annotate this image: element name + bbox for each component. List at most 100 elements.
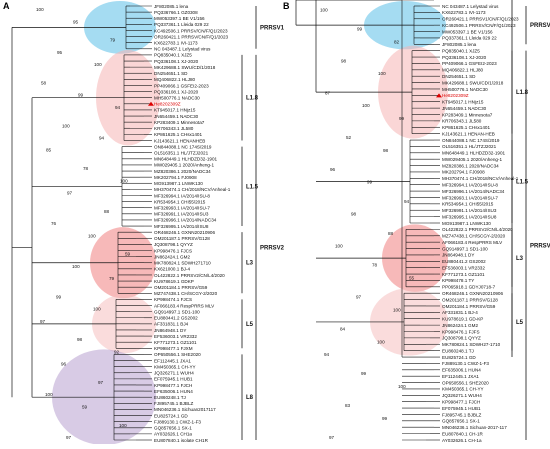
taxon-label: GQ857656.1 SX-1 — [154, 426, 192, 431]
taxon-label: PQ835040.1 XJZ5 — [442, 48, 480, 53]
bootstrap-value: 97 — [329, 435, 335, 440]
bootstrap-value: 100 — [362, 103, 370, 108]
taxon-label: OL422822.1 PRRSV2/CN/L4/2020 — [154, 273, 225, 278]
taxon-label: OR468246.1 GXNN20210906 — [154, 230, 215, 235]
taxon-label: AF066183.4 RespPRRS MLV — [154, 303, 215, 308]
clade-shade-l1-8 — [378, 45, 448, 139]
taxon-label: KP861625.1 CHsx1401 — [442, 125, 490, 130]
taxon-label: EF635006.1 HUN4 — [154, 389, 193, 394]
bootstrap-value: 95 — [73, 19, 79, 24]
taxon-label: KC492506.1 PRRSV/CN/F/Q1/2023 — [442, 23, 516, 28]
bootstrap-value: 100 — [36, 7, 44, 12]
taxon-label: MZ820386.1 2020/NADC34 — [154, 169, 211, 174]
bootstrap-value: 99 — [382, 416, 388, 421]
taxon-label: MF326993.1 IA/2014/ISU-7 — [154, 206, 210, 211]
taxon-label: MW053397.1 BE V1/156 — [442, 29, 493, 34]
taxon-label: PP409066.1 GSFEI2-2023 — [442, 61, 497, 66]
taxon-label: EU880441.2 GS2002 — [154, 316, 198, 321]
bootstrap-value: 79 — [110, 38, 116, 43]
taxon-label: EU860248.1 TJ — [442, 348, 474, 353]
taxon-label: OM201184.1 PRRSV/G59 — [442, 304, 496, 309]
clade-label: PRRSV2 — [260, 245, 285, 251]
clade-label: L1.8 — [246, 96, 259, 102]
bootstrap-value: 100 — [378, 71, 386, 76]
taxon-label: MK202794.1 FJ0908 — [154, 175, 197, 180]
taxon-label: EU807840.1 CH-1R — [442, 431, 484, 436]
bootstrap-value: 99 — [357, 27, 363, 32]
bootstrap-value: 99 — [361, 371, 367, 376]
bootstrap-value: 99 — [399, 116, 405, 121]
clade-label: L1.5 — [246, 184, 259, 190]
bootstrap-value: 96 — [330, 167, 336, 172]
taxon-label: MN648449.1 HLHDZD32-1901 — [154, 157, 218, 162]
taxon-label: MK429688.1 SWU/CD/1/2018 — [154, 65, 216, 70]
taxon-label: KP998476.1 FJCS — [154, 248, 192, 253]
clade-label: L1.8 — [516, 90, 529, 96]
taxon-label: ON844088.1 NC 174S/2019 — [442, 138, 500, 143]
taxon-label: MF326994.1 IA/2014/ISU-8 — [442, 183, 498, 188]
taxon-label: JN654459.1 NADC30 — [442, 106, 487, 111]
taxon-label: KU978619.1 GD-KP — [442, 317, 483, 322]
taxon-label: MW029405.1 2020/Anheng-1 — [442, 157, 502, 162]
taxon-label: FJ889130.1 CWZ-1-F3 — [442, 361, 489, 366]
clade-label: L3 — [516, 256, 524, 262]
taxon-label: NC 043487.1 Lelystad virus — [442, 4, 499, 9]
taxon-label: FJ889130.1 CWZ-1-F3 — [154, 419, 201, 424]
taxon-label: EF635006.1 HUN4 — [442, 368, 481, 373]
bootstrap-value: 94 — [324, 352, 330, 357]
taxon-label: EU880441.2 GS2002 — [442, 259, 486, 264]
clade-label: L5 — [516, 320, 524, 326]
taxon-label: EU825724.1 GD — [154, 413, 188, 418]
bootstrap-value: 59 — [82, 404, 88, 409]
bootstrap-value: 83 — [345, 403, 351, 408]
clade-shade-l5 — [370, 288, 448, 356]
panel-a-letter: A — [3, 1, 10, 11]
taxon-label: PP409066.1 GSFEI2-2023 — [154, 83, 209, 88]
taxon-label: KC492506.1 PRRSV/CN/F/Q1/2023 — [154, 28, 228, 33]
clade-label: L8 — [516, 0, 524, 2]
clade-label: L3 — [246, 261, 254, 267]
bootstrap-value: 100 — [72, 264, 80, 269]
taxon-label: MZ820386.1 2020/NADC34 — [442, 163, 499, 168]
clade-label: L5 — [246, 322, 254, 328]
taxon-label: MK429688.1 SWU/CD/1/2018 — [442, 80, 504, 85]
taxon-label: KF771273.1 GZ1101 — [154, 340, 197, 345]
clade-label: PRRSV2 — [530, 243, 550, 249]
taxon-label: JN862424.1 GM2 — [154, 254, 190, 259]
clade-label: PRRSV1 — [260, 25, 285, 31]
bootstrap-value: 94 — [404, 199, 410, 204]
bootstrap-value: 78 — [372, 263, 378, 268]
bootstrap-value: 94 — [115, 105, 121, 110]
taxon-label: KP283409.1 Minnesota7 — [154, 120, 205, 125]
taxon-label: MG913987.1 LNWK130 — [442, 221, 491, 226]
taxon-label: AF331831.1 BJ4 — [154, 322, 189, 327]
clade-label: L8 — [246, 395, 254, 401]
taxon-label: KM450365.1 CH-YY — [154, 364, 196, 369]
bootstrap-value: 100 — [120, 178, 128, 183]
bootstrap-value: 96 — [61, 362, 67, 367]
taxon-label: OL516351.1 HL/JTZJ2021 — [442, 144, 497, 149]
bootstrap-value: 100 — [62, 123, 70, 128]
bootstrap-value: 98 — [383, 148, 389, 153]
taxon-label: KF771273.1 GZ1101 — [442, 272, 485, 277]
bootstrap-value: 55 — [409, 275, 415, 280]
bootstrap-value: 97 — [98, 380, 104, 385]
taxon-label: MN046236.1 Sichuan2017117 — [154, 407, 216, 412]
taxon-label: KP998477.1 FJCH — [154, 383, 192, 388]
taxon-label: OR260421.1 PRRSV/CN/F/Q1/2023 — [154, 34, 228, 39]
bootstrap-value: 78 — [83, 166, 89, 171]
taxon-label: KX622783.1 IVI-1173 — [442, 10, 486, 15]
taxon-label: PQ835040.1 XJZ5 — [154, 53, 192, 58]
bootstrap-value: 99 — [367, 180, 373, 185]
taxon-label: KT945017.1 HNjz15 — [154, 108, 196, 113]
taxon-label: MZ747438.1 CH/SCGY-2/2020 — [154, 291, 218, 296]
bootstrap-value: 95 — [57, 50, 63, 55]
taxon-label: DN254651.1 SD — [154, 71, 188, 76]
taxon-label: MZ747438.1 CH/SCGY-2/2020 — [442, 234, 506, 239]
taxon-label: KM450365.1 CH-YY — [442, 387, 484, 392]
bootstrap-value: 98 — [351, 212, 357, 217]
bootstrap-value: 100 — [88, 233, 96, 238]
taxon-label: KP998474.1 FJCS — [154, 297, 192, 302]
taxon-label: OP650556.1 SHE2020 — [154, 352, 201, 357]
